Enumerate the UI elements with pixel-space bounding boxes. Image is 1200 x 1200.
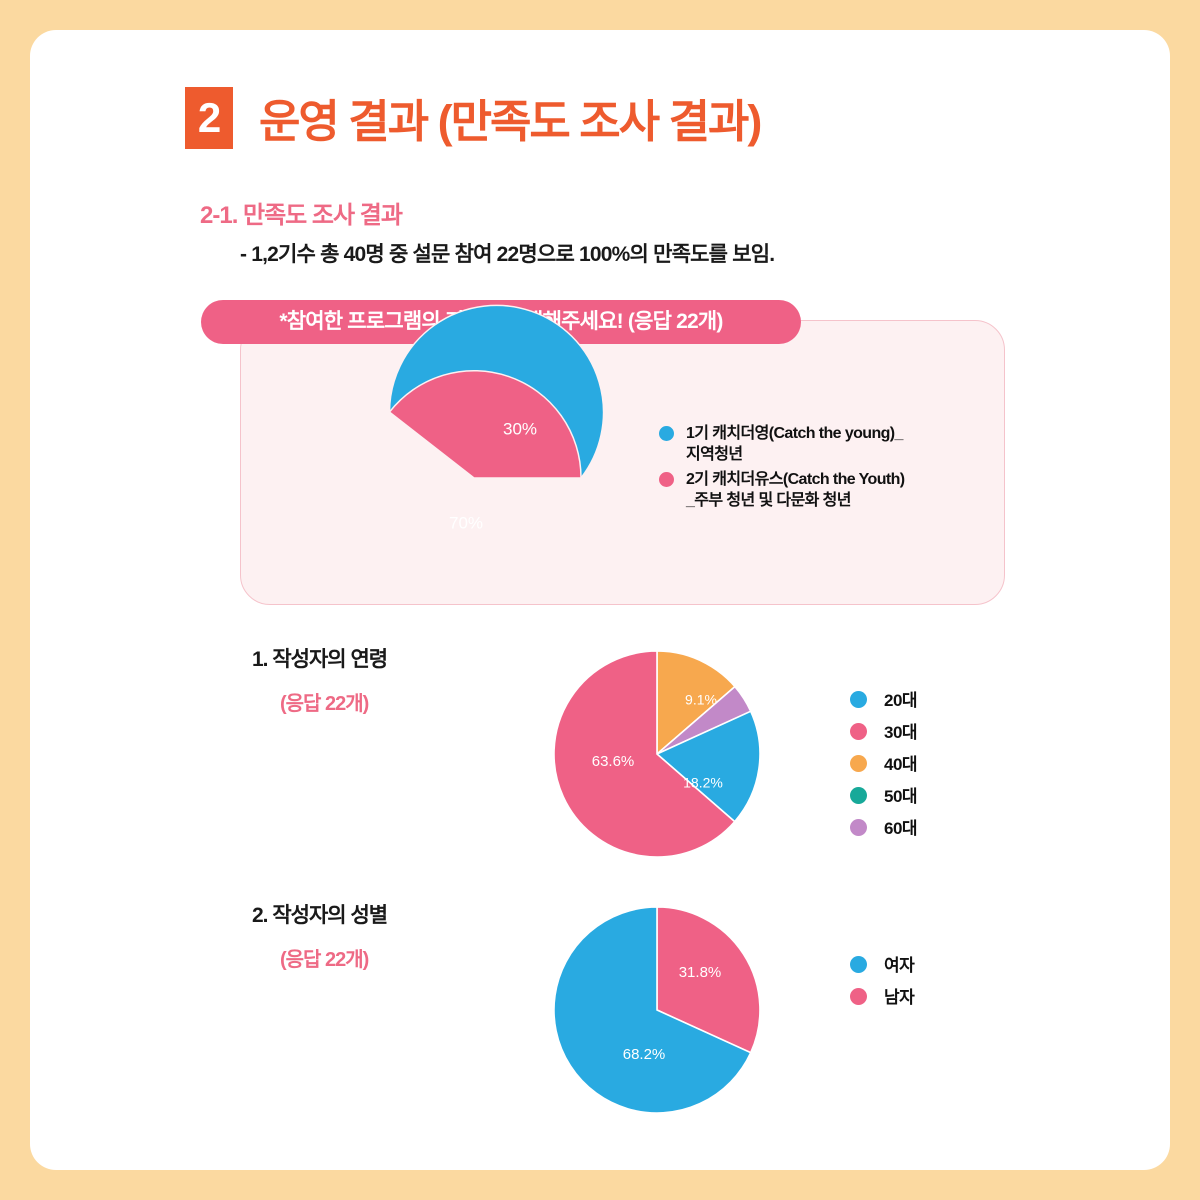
legend-label: 남자 — [884, 988, 915, 1007]
page-card: 2 운영 결과 (만족도 조사 결과) 2-1. 만족도 조사 결과 - 1,2… — [30, 30, 1170, 1170]
page-title: 운영 결과 (만족도 조사 결과) — [259, 96, 762, 147]
subsection-description: - 1,2기수 총 40명 중 설문 참여 22명으로 100%의 만족도를 보… — [240, 243, 775, 266]
pie-label-age-40: 9.1% — [685, 692, 717, 708]
legend-item[interactable]: 30대 — [850, 722, 918, 743]
pie-label-cohort-1: 30% — [503, 419, 537, 438]
cohort-pie-svg: 30% 70% — [388, 304, 605, 532]
legend-color-dot-pink — [659, 472, 674, 487]
legend-color-dot-blue — [850, 691, 867, 708]
pie-slice-age-20 — [655, 710, 761, 823]
pie-slice-gender-1 — [656, 906, 761, 1054]
gender-legend: 여자 남자 — [850, 955, 915, 1019]
legend-label: 1기 캐치더영(Catch the young)_ 지역청년 — [686, 425, 903, 463]
legend-color-dot-pink — [850, 988, 867, 1005]
legend-color-dot-teal — [850, 787, 867, 804]
legend-label: 20대 — [884, 691, 918, 710]
legend-item[interactable]: 20대 — [850, 690, 918, 711]
legend-item[interactable]: 60대 — [850, 818, 918, 839]
pie-label-gender-1: 31.8% — [679, 964, 722, 981]
gender-section-subtitle: (응답 22개) — [280, 949, 369, 971]
legend-color-dot-blue — [659, 426, 674, 441]
legend-item[interactable]: 여자 — [850, 955, 915, 976]
legend-item[interactable]: 2기 캐치더유스(Catch the Youth) _주부 청년 및 다문화 청… — [659, 469, 905, 511]
age-pie-chart: 9.1% 18.2% 63.6% — [542, 644, 772, 864]
pie-label-cohort-0: 70% — [449, 513, 483, 532]
subsection-title: 2-1. 만족도 조사 결과 — [200, 202, 403, 229]
age-section-title: 1. 작성자의 연령 — [252, 648, 388, 671]
gender-pie-svg: 31.8% 68.2% — [553, 906, 761, 1114]
pie-slice-age-30 — [553, 650, 736, 858]
gender-section-title: 2. 작성자의 성별 — [252, 904, 388, 927]
legend-color-dot-blue — [850, 956, 867, 973]
legend-color-dot-pink — [850, 723, 867, 740]
program-cohort-panel: *참여한 프로그램의 기수를 선택해주세요! (응답 22개) 30% 70% … — [201, 300, 1005, 605]
page-header: 2 운영 결과 (만족도 조사 결과) — [185, 85, 762, 150]
legend-item[interactable]: 50대 — [850, 786, 918, 807]
legend-color-dot-purple — [850, 819, 867, 836]
pie-slice-cohort-1 — [388, 370, 582, 479]
cohort-pie-chart: 30% 70% — [359, 304, 605, 586]
legend-label: 60대 — [884, 819, 918, 838]
legend-label: 30대 — [884, 723, 918, 742]
pie-slice-gender-0 — [553, 906, 752, 1114]
cohort-legend: 1기 캐치더영(Catch the young)_ 지역청년 2기 캐치더유스(… — [659, 423, 905, 515]
age-section-subtitle: (응답 22개) — [280, 693, 369, 715]
legend-item[interactable]: 40대 — [850, 754, 918, 775]
legend-label: 여자 — [884, 956, 915, 975]
legend-label: 2기 캐치더유스(Catch the Youth) _주부 청년 및 다문화 청… — [686, 471, 905, 509]
pie-label-age-30: 63.6% — [592, 753, 635, 770]
legend-item[interactable]: 남자 — [850, 987, 915, 1008]
legend-label: 50대 — [884, 787, 918, 806]
pie-label-gender-0: 68.2% — [623, 1046, 666, 1063]
pie-label-age-20: 18.2% — [683, 775, 723, 791]
age-legend: 20대 30대 40대 50대 60대 — [850, 690, 918, 850]
legend-color-dot-orange — [850, 755, 867, 772]
section-number-badge: 2 — [185, 86, 233, 149]
gender-pie-chart: 31.8% 68.2% — [542, 900, 772, 1120]
legend-item[interactable]: 1기 캐치더영(Catch the young)_ 지역청년 — [659, 423, 905, 465]
age-pie-svg: 9.1% 18.2% 63.6% — [553, 650, 761, 858]
legend-label: 40대 — [884, 755, 918, 774]
